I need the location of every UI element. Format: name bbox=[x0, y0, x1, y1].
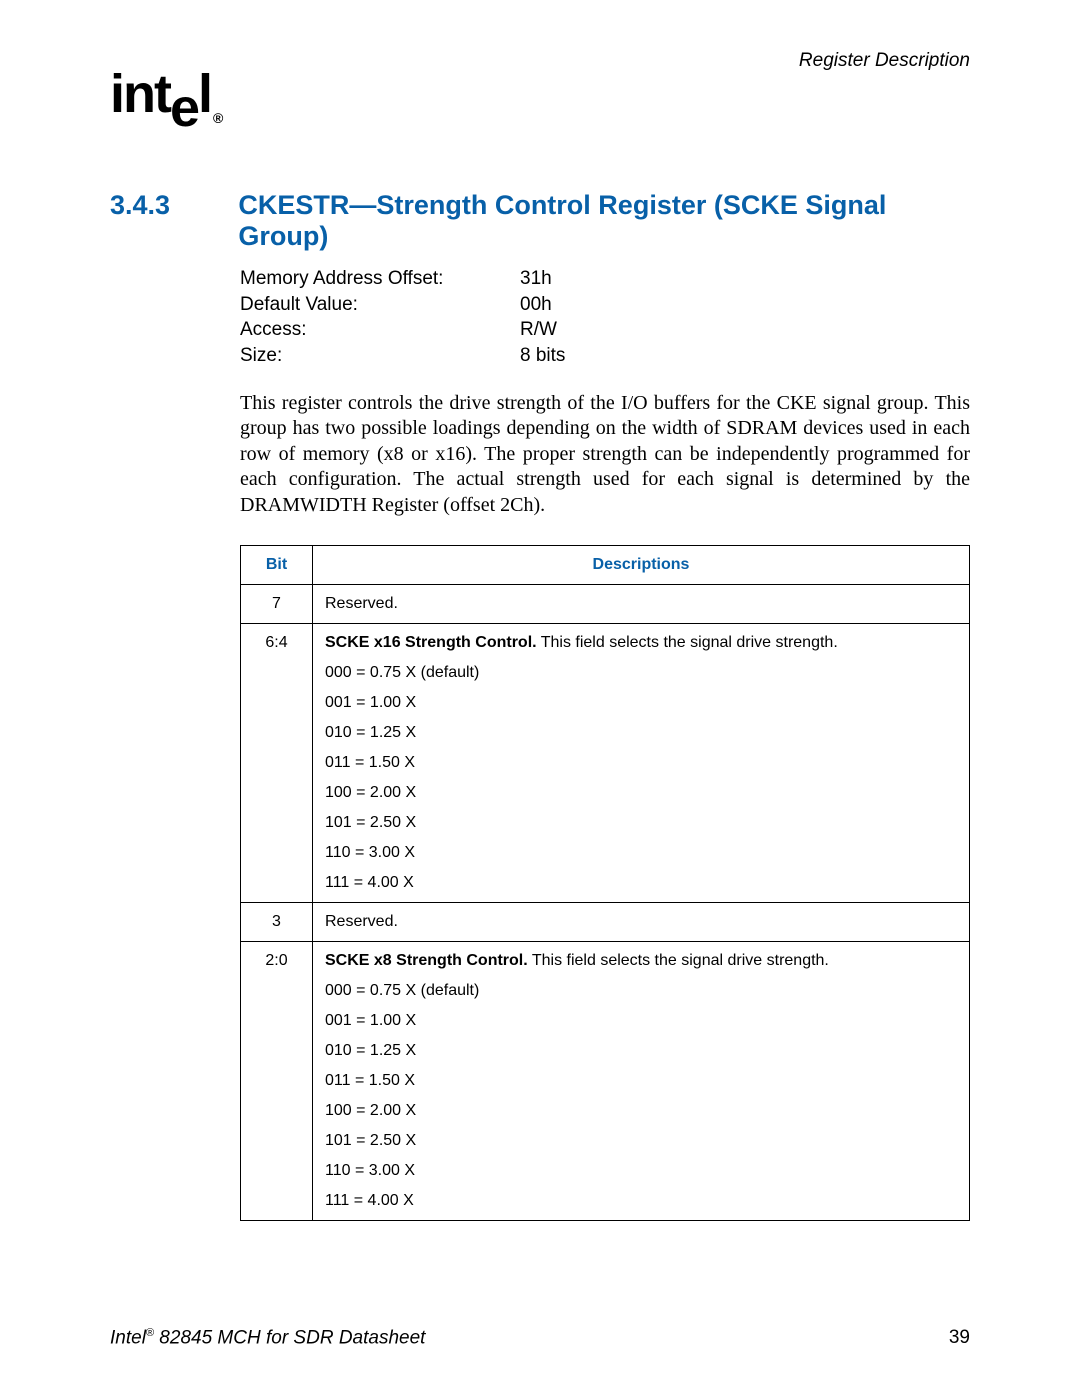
desc-line: 101 = 2.50 X bbox=[325, 1132, 957, 1150]
desc-text: 101 = 2.50 X bbox=[325, 814, 416, 831]
desc-strong: SCKE x8 Strength Control. bbox=[325, 952, 528, 969]
desc-text: 100 = 2.00 X bbox=[325, 784, 416, 801]
header-section-label: Register Description bbox=[799, 50, 970, 72]
desc-line: 101 = 2.50 X bbox=[325, 814, 957, 832]
desc-line: 111 = 4.00 X bbox=[325, 1192, 957, 1210]
desc-cell: SCKE x16 Strength Control. This field se… bbox=[313, 623, 970, 902]
desc-line: 110 = 3.00 X bbox=[325, 844, 957, 862]
attr-label: Size: bbox=[240, 343, 520, 369]
logo-reg: ® bbox=[213, 110, 221, 126]
desc-cell: Reserved. bbox=[313, 584, 970, 623]
desc-text: 001 = 1.00 X bbox=[325, 1012, 416, 1029]
description-paragraph: This register controls the drive strengt… bbox=[240, 391, 970, 519]
section-heading: 3.4.3 CKESTR—Strength Control Register (… bbox=[110, 190, 970, 252]
desc-line: 010 = 1.25 X bbox=[325, 1042, 957, 1060]
desc-line: SCKE x8 Strength Control. This field sel… bbox=[325, 952, 957, 970]
desc-text: 010 = 1.25 X bbox=[325, 724, 416, 741]
table-row: 7 Reserved. bbox=[241, 584, 970, 623]
desc-line: Reserved. bbox=[325, 913, 957, 931]
desc-text: 110 = 3.00 X bbox=[325, 1162, 415, 1179]
page-number: 39 bbox=[949, 1327, 970, 1349]
desc-text: 110 = 3.00 X bbox=[325, 844, 415, 861]
attr-label: Default Value: bbox=[240, 292, 520, 318]
desc-line: 110 = 3.00 X bbox=[325, 1162, 957, 1180]
desc-text: 100 = 2.00 X bbox=[325, 1102, 416, 1119]
desc-text: 011 = 1.50 X bbox=[325, 754, 415, 771]
logo-drop-e: e bbox=[170, 78, 198, 138]
attr-value: 00h bbox=[520, 292, 552, 318]
bit-cell: 7 bbox=[241, 584, 313, 623]
desc-line: 001 = 1.00 X bbox=[325, 694, 957, 712]
attr-value: R/W bbox=[520, 317, 557, 343]
attr-row: Access: R/W bbox=[240, 317, 970, 343]
section-title: CKESTR—Strength Control Register (SCKE S… bbox=[238, 190, 970, 252]
bit-cell: 2:0 bbox=[241, 941, 313, 1220]
table-row: 3 Reserved. bbox=[241, 902, 970, 941]
desc-cell: Reserved. bbox=[313, 902, 970, 941]
col-header-desc: Descriptions bbox=[313, 545, 970, 584]
desc-text: 111 = 4.00 X bbox=[325, 874, 414, 891]
footer-reg: ® bbox=[146, 1327, 154, 1339]
desc-cell: SCKE x8 Strength Control. This field sel… bbox=[313, 941, 970, 1220]
desc-line: 001 = 1.00 X bbox=[325, 1012, 957, 1030]
desc-text: Reserved. bbox=[325, 595, 398, 612]
desc-text: 111 = 4.00 X bbox=[325, 1192, 414, 1209]
bit-cell: 6:4 bbox=[241, 623, 313, 902]
bit-description-table: Bit Descriptions 7 Reserved. 6:4 SCKE x16 S… bbox=[240, 545, 970, 1221]
desc-text: 001 = 1.00 X bbox=[325, 694, 416, 711]
desc-line: 011 = 1.50 X bbox=[325, 754, 957, 772]
logo-post: l bbox=[198, 64, 211, 124]
desc-text: 000 = 0.75 X (default) bbox=[325, 982, 479, 999]
desc-text: 010 = 1.25 X bbox=[325, 1042, 416, 1059]
footer-doc-title: Intel® 82845 MCH for SDR Datasheet bbox=[110, 1327, 425, 1349]
desc-line: 000 = 0.75 X (default) bbox=[325, 664, 957, 682]
col-header-bit: Bit bbox=[241, 545, 313, 584]
desc-line: Reserved. bbox=[325, 595, 957, 613]
table-header-row: Bit Descriptions bbox=[241, 545, 970, 584]
table-row: 2:0 SCKE x8 Strength Control. This field … bbox=[241, 941, 970, 1220]
intel-logo: intel® bbox=[110, 70, 219, 119]
register-attributes: Memory Address Offset: 31h Default Value… bbox=[240, 266, 970, 369]
page: Register Description intel® 3.4.3 CKESTR… bbox=[0, 0, 1080, 1397]
desc-line: 100 = 2.00 X bbox=[325, 784, 957, 802]
attr-value: 8 bits bbox=[520, 343, 565, 369]
section-number: 3.4.3 bbox=[110, 190, 198, 221]
desc-line: 011 = 1.50 X bbox=[325, 1072, 957, 1090]
desc-line: 111 = 4.00 X bbox=[325, 874, 957, 892]
attr-label: Access: bbox=[240, 317, 520, 343]
desc-text: 101 = 2.50 X bbox=[325, 1132, 416, 1149]
desc-line: 100 = 2.00 X bbox=[325, 1102, 957, 1120]
desc-strong: SCKE x16 Strength Control. bbox=[325, 634, 537, 651]
desc-line: 000 = 0.75 X (default) bbox=[325, 982, 957, 1000]
footer-post: 82845 MCH for SDR Datasheet bbox=[154, 1327, 425, 1348]
attr-value: 31h bbox=[520, 266, 552, 292]
content-block: Memory Address Offset: 31h Default Value… bbox=[240, 266, 970, 1221]
attr-label: Memory Address Offset: bbox=[240, 266, 520, 292]
desc-text: 011 = 1.50 X bbox=[325, 1072, 415, 1089]
desc-line: 010 = 1.25 X bbox=[325, 724, 957, 742]
table-row: 6:4 SCKE x16 Strength Control. This field… bbox=[241, 623, 970, 902]
desc-text: 000 = 0.75 X (default) bbox=[325, 664, 479, 681]
bit-cell: 3 bbox=[241, 902, 313, 941]
logo-pre: int bbox=[110, 64, 170, 124]
attr-row: Size: 8 bits bbox=[240, 343, 970, 369]
desc-text: Reserved. bbox=[325, 913, 398, 930]
attr-row: Memory Address Offset: 31h bbox=[240, 266, 970, 292]
footer: Intel® 82845 MCH for SDR Datasheet 39 bbox=[110, 1327, 970, 1349]
attr-row: Default Value: 00h bbox=[240, 292, 970, 318]
desc-text: This field selects the signal drive stre… bbox=[537, 634, 838, 651]
desc-line: SCKE x16 Strength Control. This field se… bbox=[325, 634, 957, 652]
desc-text: This field selects the signal drive stre… bbox=[528, 952, 829, 969]
footer-pre: Intel bbox=[110, 1327, 146, 1348]
